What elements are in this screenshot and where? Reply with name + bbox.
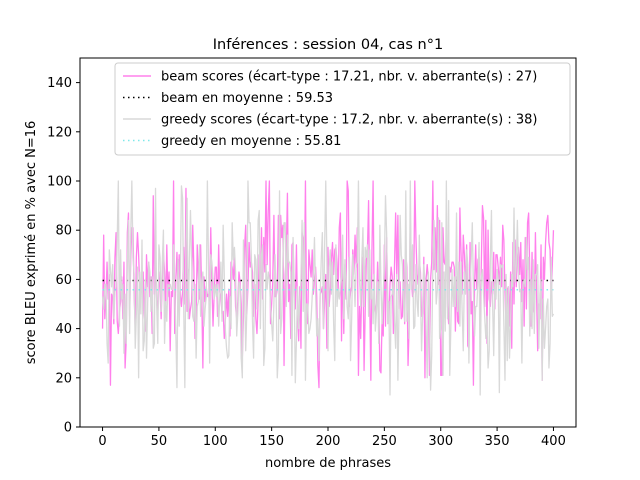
chart-title: Inférences : session 04, cas n°1 [213,37,443,53]
y-tick-label: 80 [55,224,72,239]
legend: beam scores (écart-type : 17.21, nbr. v.… [114,62,571,156]
legend-entry: greedy en moyenne : 55.81 [161,134,341,149]
y-axis-label: score BLEU exprimé en % avec N=16 [24,121,39,365]
legend-entry: beam scores (écart-type : 17.21, nbr. v.… [161,70,537,85]
legend-entry: beam en moyenne : 59.53 [161,91,333,106]
y-tick-label: 140 [47,76,72,91]
x-axis-label: nombre de phrases [265,456,391,471]
x-tick-label: 50 [151,434,168,449]
legend-entry: greedy scores (écart-type : 17.2, nbr. v… [161,113,537,128]
y-tick-label: 100 [47,175,72,190]
x-tick-label: 100 [203,434,228,449]
y-tick-label: 60 [55,273,72,288]
axes: 0 50 100 150 200 250 300 350 400 0 20 40 60 80 100 120 1… [47,57,577,449]
x-tick-label: 200 [316,434,341,449]
series-2-line [101,180,555,396]
y-tick-label: 120 [47,125,72,140]
x-tick-label: 150 [259,434,284,449]
x-tick-label: 0 [98,434,106,449]
legend-box [114,62,571,156]
x-tick-label: 400 [541,434,566,449]
x-tick-label: 350 [485,434,510,449]
x-tick-label: 250 [372,434,397,449]
y-tick-label: 20 [55,371,72,386]
y-tick-label: 0 [64,421,72,436]
plot-area [101,180,555,396]
x-tick-label: 300 [428,434,453,449]
y-tick-label: 40 [55,322,72,337]
